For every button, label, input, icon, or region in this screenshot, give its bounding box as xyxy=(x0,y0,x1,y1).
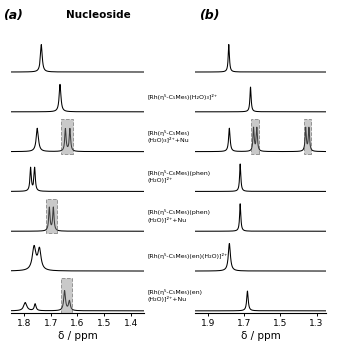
Text: Nucleoside: Nucleoside xyxy=(66,10,131,20)
Bar xyxy=(46,199,57,234)
X-axis label: δ / ppm: δ / ppm xyxy=(241,331,280,341)
Bar xyxy=(303,119,311,154)
Text: [Rh(η⁵-C₅Me₅)(en)(H₂O)]²⁺: [Rh(η⁵-C₅Me₅)(en)(H₂O)]²⁺ xyxy=(148,253,228,259)
Bar xyxy=(251,119,259,154)
Text: (b): (b) xyxy=(199,9,219,22)
Text: [Rh(η⁵-C₅Me₅)
(H₂O)₃]²⁺+Nu: [Rh(η⁵-C₅Me₅) (H₂O)₃]²⁺+Nu xyxy=(148,130,190,143)
Text: (a): (a) xyxy=(4,9,23,22)
X-axis label: δ / ppm: δ / ppm xyxy=(58,331,97,341)
Text: [Rh(η⁵-C₆Me₅)(phen)
(H₂O)]²⁺: [Rh(η⁵-C₆Me₅)(phen) (H₂O)]²⁺ xyxy=(148,170,211,183)
Text: [Rh(η⁵-C₅Me₅)(phen)
(H₂O)]²⁺+Nu: [Rh(η⁵-C₅Me₅)(phen) (H₂O)]²⁺+Nu xyxy=(148,209,211,223)
Text: [Rh(η⁵-C₅Me₅)(en)
(H₂O)]²⁺+Nu: [Rh(η⁵-C₅Me₅)(en) (H₂O)]²⁺+Nu xyxy=(148,289,203,302)
Text: [Rh(η⁵-C₅Me₅)(H₂O)₃]²⁺: [Rh(η⁵-C₅Me₅)(H₂O)₃]²⁺ xyxy=(148,94,218,100)
Bar xyxy=(61,119,73,154)
Bar xyxy=(61,278,72,313)
